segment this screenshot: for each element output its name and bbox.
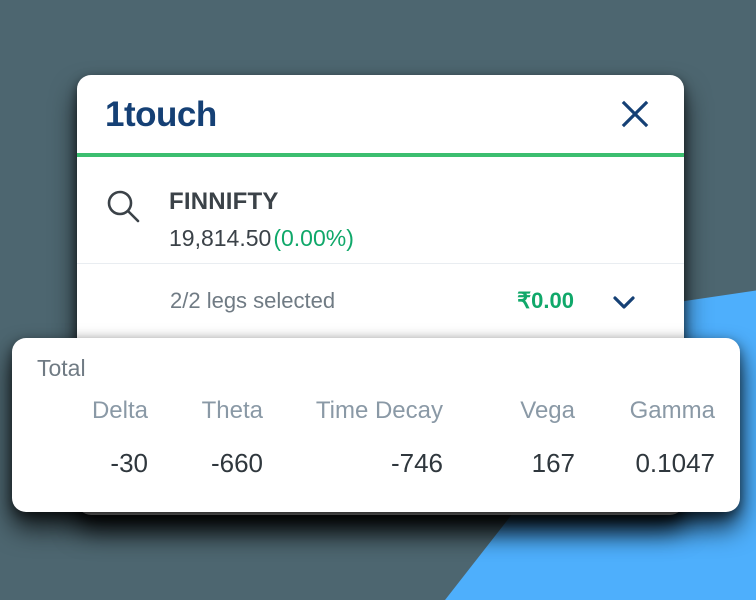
symbol-name: FINNIFTY <box>169 188 279 215</box>
greek-value: -30 <box>110 448 148 478</box>
greek-header: Delta <box>91 397 148 424</box>
greek-column-theta: Theta -660 <box>160 396 275 478</box>
greek-header: Gamma <box>629 397 715 424</box>
symbol-search-row[interactable]: FINNIFTY 19,814.50(0.00%) <box>77 157 684 264</box>
greek-value: -660 <box>210 448 263 478</box>
greek-column-vega: Vega 167 <box>455 396 587 478</box>
greek-header: Time Decay <box>315 397 443 424</box>
greek-value: 167 <box>531 448 575 478</box>
legs-summary-row[interactable]: 2/2 legs selected ₹0.00 <box>77 264 684 342</box>
close-button[interactable] <box>612 91 658 137</box>
app-brand-title: 1touch <box>105 95 217 134</box>
greek-value: 0.1047 <box>635 448 715 478</box>
legs-selected-label: 2/2 legs selected <box>170 288 336 313</box>
greeks-grid: Delta -30 Theta -660 Time Decay -746 Veg… <box>12 396 740 478</box>
legs-expand-button[interactable] <box>604 282 644 322</box>
greek-column-delta: Delta -30 <box>12 396 160 478</box>
greek-column-gamma: Gamma 0.1047 <box>587 396 727 478</box>
greek-value: -746 <box>390 448 443 478</box>
legs-net-premium: ₹0.00 <box>517 288 574 313</box>
symbol-change-percent: (0.00%) <box>273 225 354 251</box>
greek-header: Theta <box>201 397 263 424</box>
totals-title: Total <box>37 355 86 381</box>
header-accent-rule <box>77 153 684 157</box>
totals-card: Total Delta -30 Theta -660 Time Decay -7… <box>12 338 740 512</box>
close-icon <box>621 100 649 128</box>
search-icon <box>103 187 143 227</box>
dialog-header: 1touch <box>77 75 684 153</box>
symbol-quote-line: 19,814.50(0.00%) <box>169 225 354 252</box>
symbol-price: 19,814.50 <box>169 225 272 251</box>
greek-header: Vega <box>520 397 575 424</box>
chevron-down-icon <box>613 296 635 309</box>
greek-column-time-decay: Time Decay -746 <box>275 396 455 478</box>
